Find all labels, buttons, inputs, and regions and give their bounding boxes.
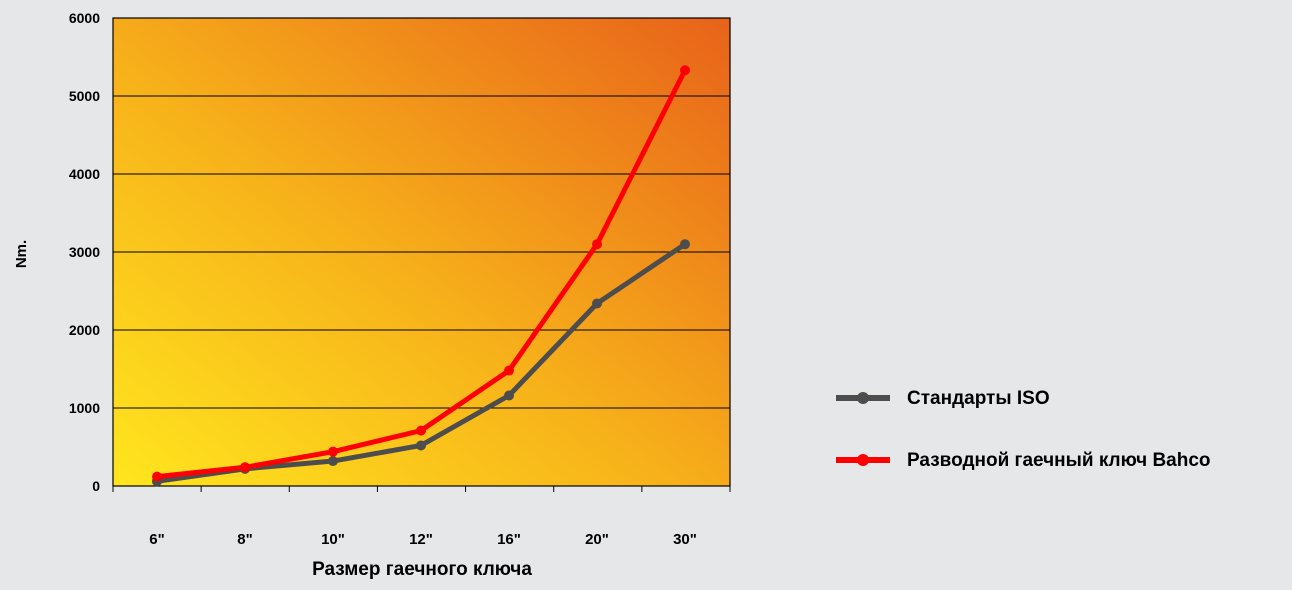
y-tick-label: 4000 bbox=[69, 166, 100, 182]
data-point bbox=[416, 440, 426, 451]
legend-label: Разводной гаечный ключ Bahco bbox=[907, 450, 1211, 471]
y-tick-label: 0 bbox=[92, 478, 100, 494]
y-axis-label: Nm. bbox=[13, 240, 30, 268]
x-tick-label: 30" bbox=[673, 531, 697, 548]
data-point bbox=[680, 239, 690, 250]
x-axis-label: Размер гаечного ключа bbox=[312, 559, 532, 580]
y-tick-label: 6000 bbox=[69, 10, 100, 26]
x-tick-label: 12" bbox=[409, 531, 433, 548]
x-axis: 6" 8" 10" 12" 16" 20" 30" bbox=[112, 486, 731, 548]
y-axis: 0 1000 2000 3000 4000 5000 6000 bbox=[69, 10, 100, 494]
data-point bbox=[592, 239, 602, 250]
data-point bbox=[240, 462, 250, 473]
legend-label: Стандарты ISO bbox=[907, 388, 1050, 409]
legend: Стандарты ISO Разводной гаечный ключ Bahc… bbox=[836, 388, 1211, 471]
legend-swatch-marker bbox=[857, 454, 869, 466]
data-point bbox=[680, 65, 690, 76]
data-point bbox=[328, 446, 338, 457]
series-layer bbox=[152, 65, 690, 487]
x-tick-label: 20" bbox=[585, 531, 609, 548]
y-tick-label: 5000 bbox=[69, 88, 100, 104]
x-tick-label: 6" bbox=[149, 531, 164, 548]
y-tick-label: 1000 bbox=[69, 400, 100, 416]
legend-item: Стандарты ISO bbox=[836, 388, 1050, 409]
x-tick-label: 8" bbox=[237, 531, 252, 548]
y-tick-label: 2000 bbox=[69, 322, 100, 338]
legend-item: Разводной гаечный ключ Bahco bbox=[836, 450, 1211, 471]
plot-border bbox=[112, 17, 731, 487]
x-tick-label: 10" bbox=[321, 531, 345, 548]
gridlines bbox=[113, 95, 730, 409]
y-tick-label: 3000 bbox=[69, 244, 100, 260]
x-tick-label: 16" bbox=[497, 531, 521, 548]
data-point bbox=[328, 456, 338, 467]
data-point bbox=[152, 471, 162, 482]
series-1 bbox=[152, 65, 690, 482]
data-point bbox=[416, 425, 426, 436]
data-point bbox=[504, 390, 514, 401]
data-point bbox=[504, 365, 514, 376]
data-point bbox=[592, 298, 602, 309]
legend-swatch-marker bbox=[857, 392, 869, 404]
